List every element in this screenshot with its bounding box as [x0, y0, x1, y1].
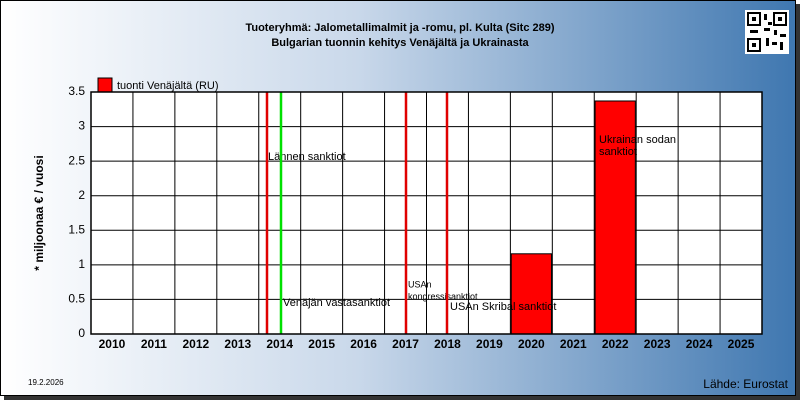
x-tick-label: 2020: [518, 337, 545, 351]
y-tick-label: 0: [78, 326, 85, 340]
x-tick-label: 2016: [350, 337, 377, 351]
x-tick-label: 2019: [476, 337, 503, 351]
y-tick-label: 3: [78, 119, 85, 133]
x-tick-label: 2014: [266, 337, 293, 351]
x-tick-label: 2012: [182, 337, 209, 351]
annotation-text: kongressisanktiot: [408, 291, 478, 301]
qr-code: [745, 10, 789, 54]
shadow: [796, 4, 800, 400]
annotation-text: USAn: [408, 279, 432, 289]
x-tick-label: 2021: [560, 337, 587, 351]
x-tick-label: 2023: [644, 337, 671, 351]
y-tick-label: 2.5: [68, 153, 85, 167]
x-tick-label: 2011: [141, 337, 167, 351]
chart-title: Tuoteryhmä: Jalometallimalmit ja -romu, …: [245, 22, 554, 34]
y-tick-label: 3.5: [68, 84, 85, 98]
annotation-text: USAn Skribal sanktiot: [450, 301, 556, 313]
bar: [594, 100, 636, 335]
date: 19.2.2026: [28, 378, 64, 387]
x-tick-label: 2025: [728, 337, 755, 351]
plot-frame: [90, 91, 763, 335]
chart-subtitle: Bulgarian tuonnin kehitys Venäjältä ja U…: [271, 37, 529, 49]
y-axis-label: * miljoonaa € / vuosi: [32, 155, 46, 270]
x-tick-label: 2013: [224, 337, 251, 351]
shadow: [4, 396, 800, 400]
y-tick-label: 1: [78, 257, 85, 271]
y-tick-label: 1.5: [68, 222, 85, 236]
legend-label: tuonti Venäjältä (RU): [117, 80, 219, 92]
annotation-text: Venäjän vastasanktiot: [283, 297, 390, 309]
x-tick-label: 2024: [686, 337, 713, 351]
legend-swatch: [97, 77, 113, 93]
annotation-text: sanktiot: [599, 146, 637, 158]
annotation-text: Ukrainan sodan: [599, 134, 676, 146]
bar: [510, 253, 552, 335]
x-tick-label: 2022: [602, 337, 629, 351]
x-tick-label: 2017: [392, 337, 419, 351]
annotation-text: Lännen sanktiot: [268, 151, 346, 163]
y-tick-label: 0.5: [68, 292, 85, 306]
x-tick-label: 2018: [434, 337, 461, 351]
x-tick-label: 2010: [99, 337, 126, 351]
x-tick-label: 2015: [308, 337, 335, 351]
source: Lähde: Eurostat: [703, 377, 788, 391]
y-tick-label: 2: [78, 188, 85, 202]
